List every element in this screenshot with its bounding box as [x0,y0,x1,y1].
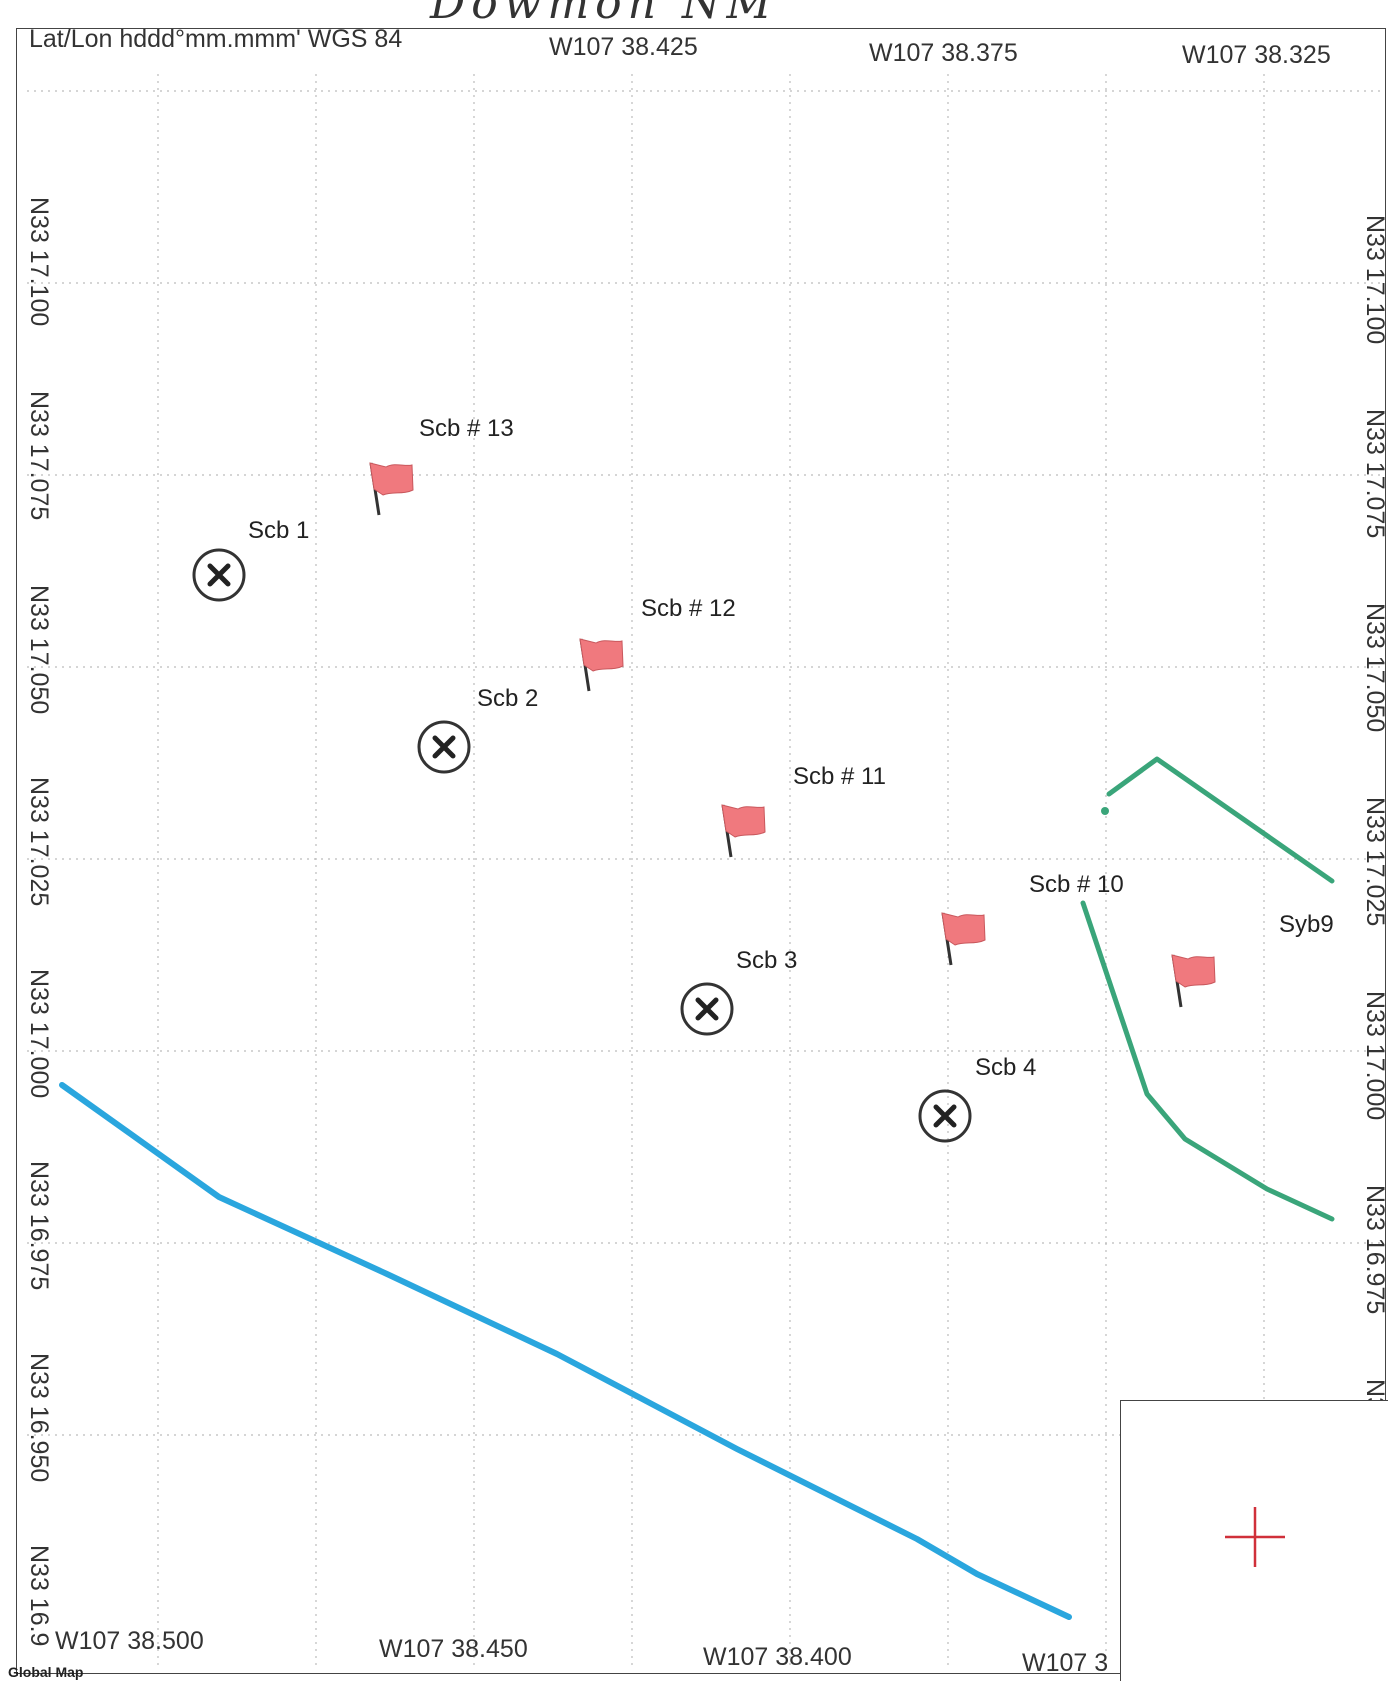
top-coord-label: W107 38.425 [549,33,698,61]
right-coord-label: N33 16.975 [1361,1185,1388,1315]
waypoint-label[interactable]: Scb 1 [248,517,310,544]
cross-circle-icon [918,1089,972,1143]
left-coord-label: N33 17.000 [25,969,53,1099]
flag-icon [1171,954,1216,1008]
green-track-dot [1101,807,1109,815]
inset-cross-icon [1225,1507,1285,1567]
waypoint-label[interactable]: Scb # 12 [641,595,736,622]
left-coord-label: N33 17.025 [25,777,53,907]
map-grid [27,74,1382,1669]
left-coord-label: N33 16.9 [25,1545,53,1647]
right-coord-label: N33 17.025 [1361,797,1388,927]
bottom-coord-label: W107 3 [1022,1649,1109,1677]
top-coord-label: W107 38.325 [1182,41,1331,69]
left-coord-label: N33 16.950 [25,1353,53,1483]
blue-track [59,1082,1072,1620]
cross-circle-icon [192,548,246,602]
bottom-coord-label: W107 38.500 [55,1627,204,1655]
map-header: Lat/Lon hddd°mm.mmm' WGS 84 [29,25,403,53]
flag-icon [579,638,624,692]
left-coord-label: N33 17.050 [25,585,53,715]
overview-inset[interactable] [1120,1400,1388,1681]
left-coord-label: N33 16.975 [25,1161,53,1291]
bottom-coord-label: W107 38.450 [379,1635,528,1663]
cross-circle-icon [417,720,471,774]
map-frame[interactable]: Lat/Lon hddd°mm.mmm' WGS 84 W107 38.425 … [16,25,1388,1677]
flag-icon [369,462,414,516]
waypoint-label[interactable]: Scb # 10 [1029,871,1124,898]
left-coord-label: N33 17.075 [25,391,53,521]
footer-label: Global Map [8,1664,84,1680]
flag-icon [721,804,766,858]
green-track-upper [1106,756,1335,884]
right-coord-label: N33 17.050 [1361,603,1388,733]
right-coord-label: N33 17.000 [1361,991,1388,1121]
left-coord-label: N33 17.100 [25,197,53,327]
waypoint-label[interactable]: Scb 2 [477,685,539,712]
right-coord-label: N33 17.075 [1361,409,1388,539]
waypoint-label[interactable]: Scb # 13 [419,415,514,442]
top-coord-label: W107 38.375 [869,39,1018,67]
waypoint-label[interactable]: Scb # 11 [793,763,886,790]
waypoint-label[interactable]: Syb9 [1279,911,1334,938]
waypoint-label[interactable]: Scb 3 [736,947,798,974]
bottom-coord-label: W107 38.400 [703,1643,852,1671]
green-track-lower [1080,900,1335,1222]
cross-circle-icon [680,982,734,1036]
waypoint-label[interactable]: Scb 4 [975,1054,1037,1081]
flag-icon [941,912,986,966]
right-coord-label: N33 17.100 [1361,215,1388,345]
handwritten-title: Dowmon NM [430,0,778,29]
